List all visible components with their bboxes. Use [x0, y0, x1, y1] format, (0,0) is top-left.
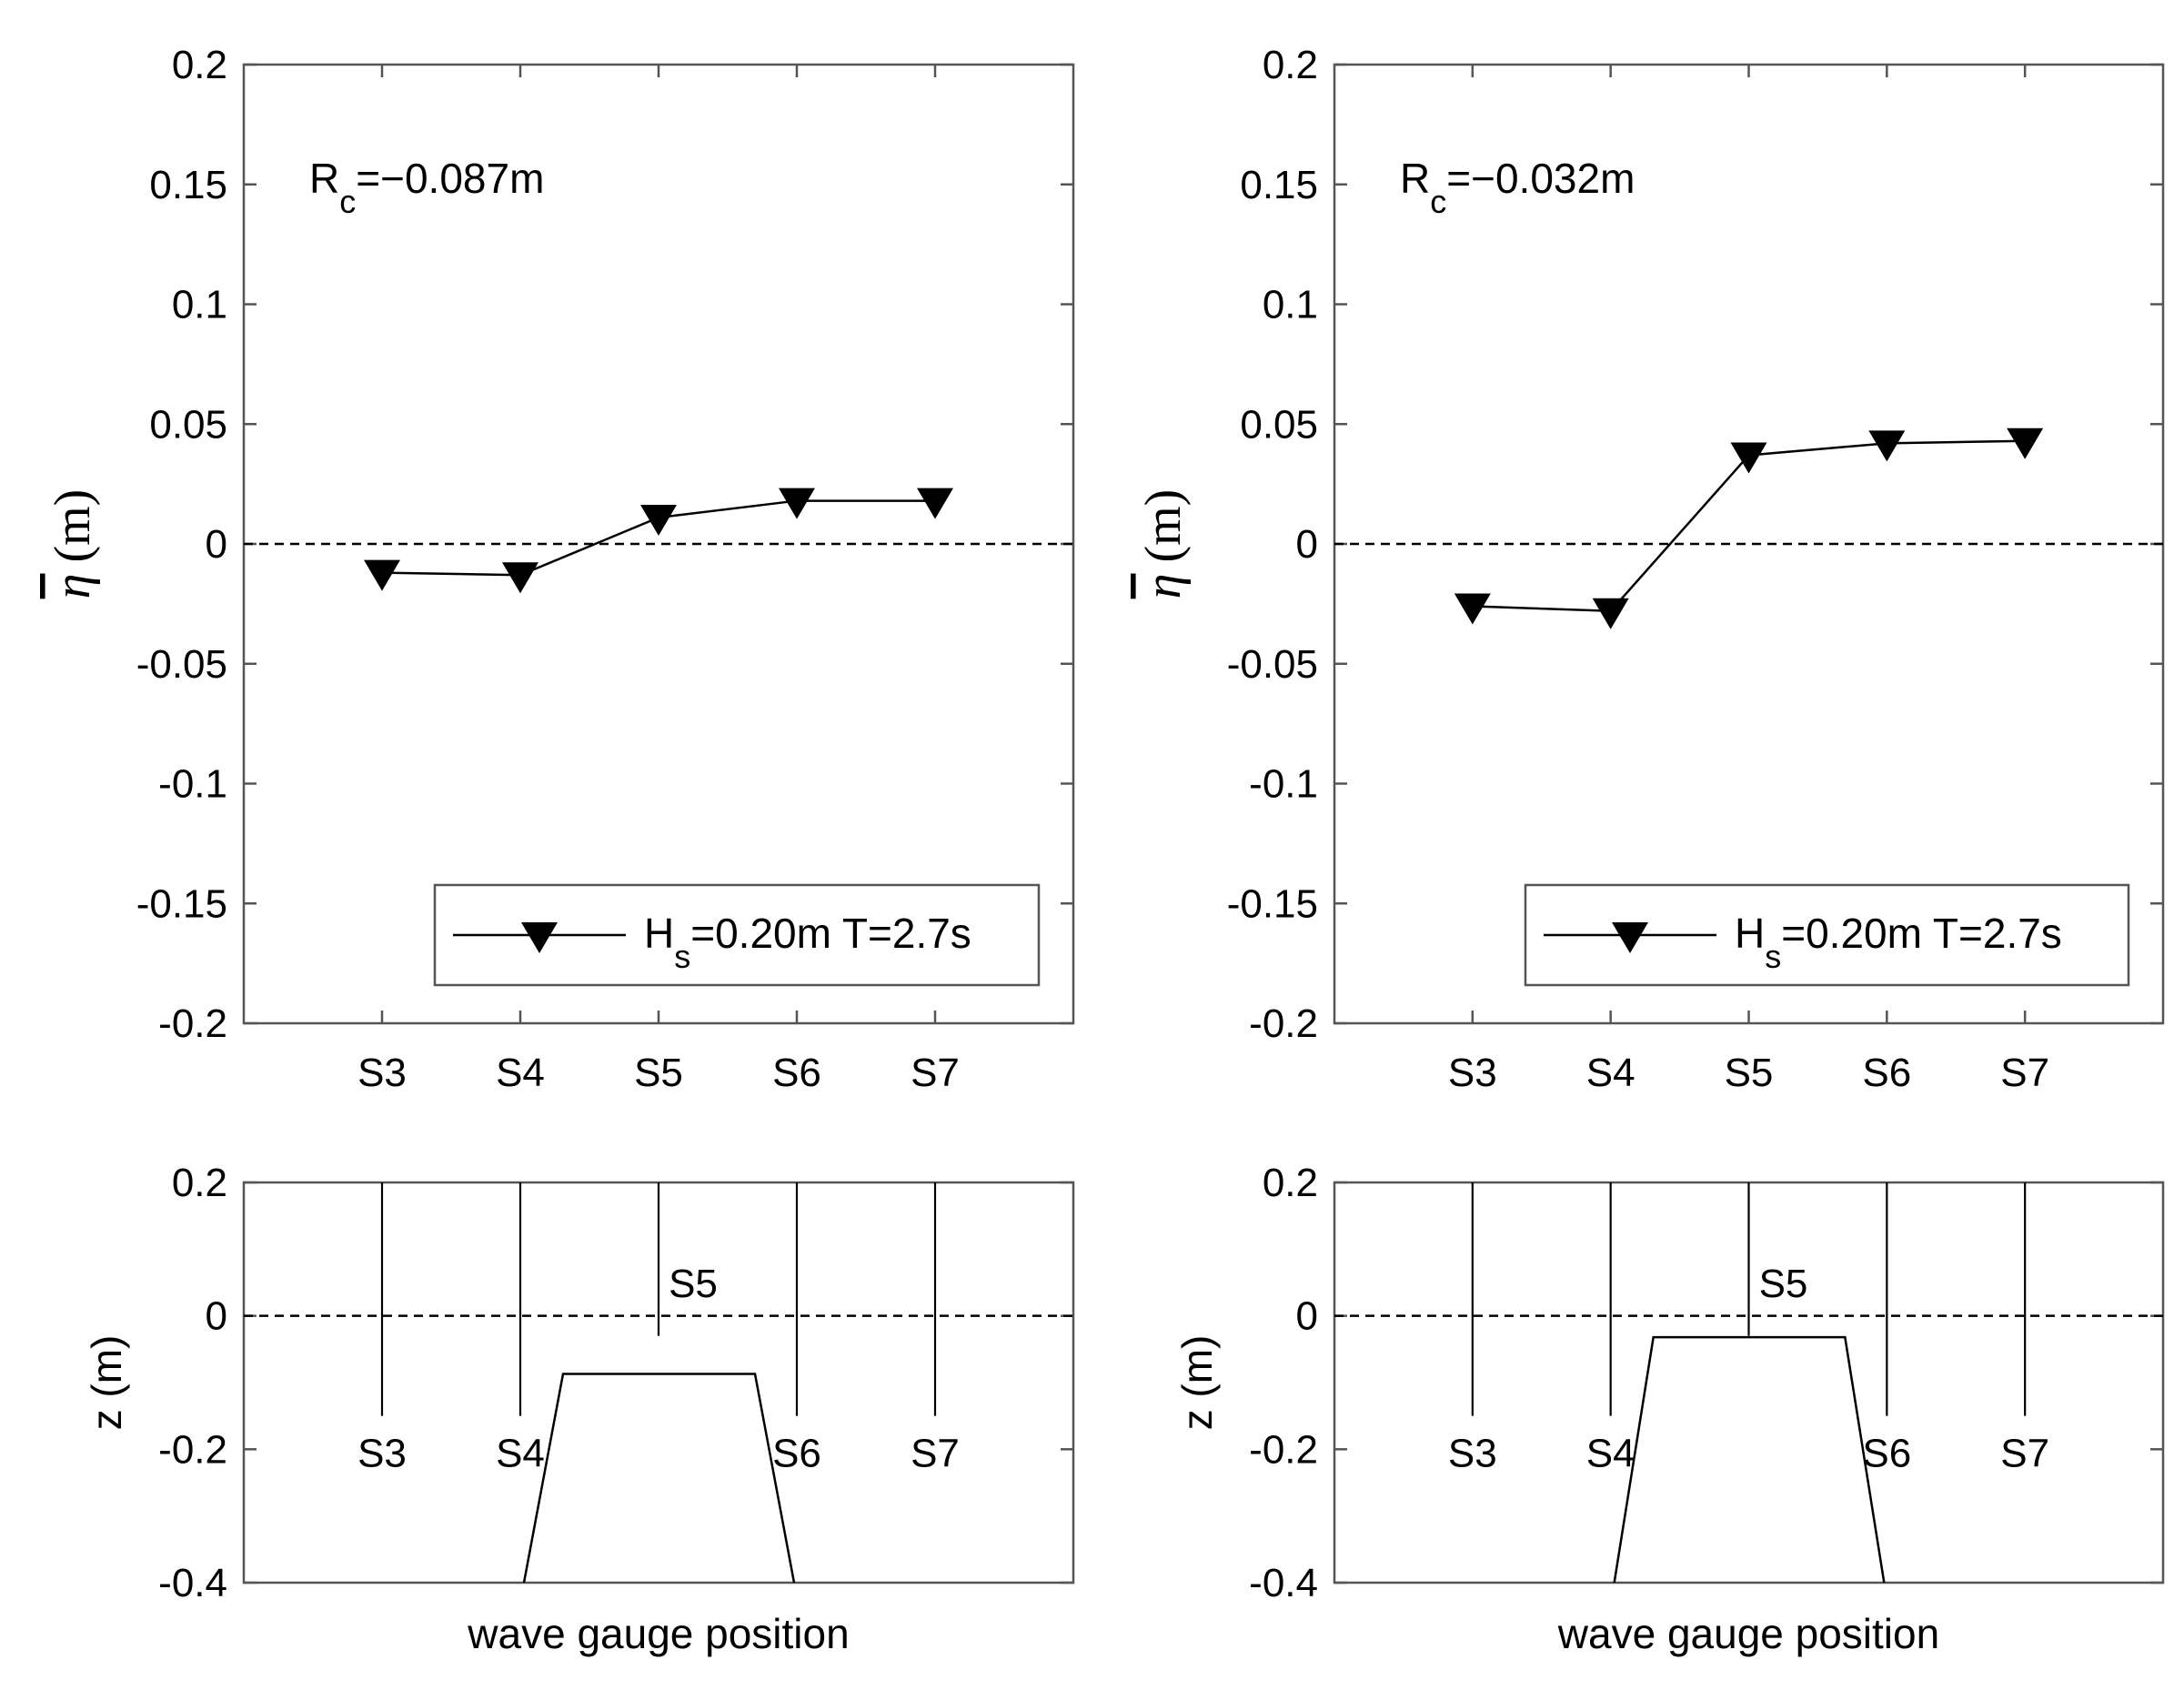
y-tick-label: -0.4 [1249, 1561, 1318, 1605]
y-tick-label: -0.2 [158, 1001, 227, 1046]
data-point-triangle [502, 562, 538, 594]
y-axis-label-unit: (m) [1135, 489, 1192, 563]
gauge-label: S4 [496, 1432, 545, 1476]
x-tick-label: S5 [634, 1051, 683, 1095]
rc-annotation-value: =−0.032m [1446, 155, 1635, 202]
legend-label-rest: =0.20m T=2.7s [690, 910, 971, 957]
gauge-label: S4 [1586, 1432, 1635, 1476]
top-panel-1: 0.2 0.15 0.1 0.05 0 -0.05 -0.1 -0.15 -0.2 S3 S4 S5 S… [45, 43, 1075, 1095]
legend-label: Hs=0.20m T=2.7s [644, 910, 971, 975]
submerged-breakwater [1613, 1335, 1886, 1584]
y-axis-label-symbol: η [1135, 574, 1192, 599]
top-panel-2: 0.2 0.15 0.1 0.05 0 -0.05 -0.1 -0.15 -0.2 S3 S4 S5 S… [1135, 43, 2165, 1095]
y-tick-label: 0 [206, 522, 227, 567]
rc-annotation-main: R [309, 155, 339, 202]
y-tick-label: -0.2 [1249, 1001, 1318, 1046]
y-axis-label: η (m) [1135, 489, 1192, 599]
y-tick-label: -0.05 [136, 642, 227, 687]
y-tick-label: -0.1 [1249, 762, 1318, 807]
gauge-label: S7 [2000, 1432, 2049, 1476]
data-point-triangle [1454, 593, 1491, 625]
y-tick-label: 0.05 [1240, 402, 1318, 447]
y-tick-label: 0 [1296, 522, 1318, 567]
rc-annotation: Rc=−0.087m [309, 155, 544, 220]
data-point-triangle [1730, 442, 1767, 474]
y-tick-label: 0.15 [149, 163, 227, 207]
y-tick-label: 0 [1296, 1294, 1318, 1339]
legend-label-sub: s [674, 938, 690, 975]
legend-marker-triangle [1612, 922, 1648, 953]
x-tick-label: S4 [1586, 1051, 1635, 1095]
data-point-triangle [917, 488, 953, 519]
rc-annotation-sub: c [339, 183, 356, 220]
rc-annotation-value: =−0.087m [356, 155, 544, 202]
y-tick-label: -0.05 [1227, 642, 1318, 687]
y-tick-label: 0.1 [172, 283, 227, 327]
legend-label-sub: s [1765, 938, 1781, 975]
x-tick-label: S3 [357, 1051, 407, 1095]
submerged-breakwater [522, 1373, 796, 1584]
x-tick-label: S3 [1448, 1051, 1497, 1095]
y-tick-label: -0.1 [158, 762, 227, 807]
gauge-label: S3 [1448, 1432, 1497, 1476]
gauge-label: S5 [1759, 1262, 1808, 1306]
x-tick-label: S5 [1725, 1051, 1774, 1095]
y-tick-label: 0.2 [172, 43, 227, 87]
gauge-label: S7 [911, 1432, 960, 1476]
y-tick-label: -0.15 [1227, 881, 1318, 926]
y-tick-label: -0.15 [136, 881, 227, 926]
gauge-label: S5 [669, 1262, 718, 1306]
gauge-label: S3 [357, 1432, 407, 1476]
y-tick-label: 0 [206, 1294, 227, 1339]
legend-label-main: H [644, 910, 674, 957]
data-point-triangle [2007, 428, 2044, 459]
gauge-label: S6 [772, 1432, 821, 1476]
y-axis-label-unit: (m) [45, 489, 101, 563]
bottom-panel-2: 0.2 0 -0.2 -0.4 S3 S4 S5 S6 S7 wave gauge positio… [1173, 1161, 2165, 1657]
rc-annotation-sub: c [1430, 183, 1446, 220]
data-point-triangle [640, 505, 677, 537]
x-axis-label: wave gauge position [467, 1610, 849, 1657]
y-tick-label: 0.15 [1240, 163, 1318, 207]
data-point-triangle [779, 488, 815, 519]
rc-annotation-main: R [1400, 155, 1430, 202]
y-axis-label: η (m) [45, 489, 101, 599]
y-tick-label: 0.2 [1263, 1161, 1318, 1205]
legend-marker-triangle [521, 922, 558, 953]
x-tick-label: S7 [2000, 1051, 2049, 1095]
data-point-triangle [1868, 430, 1906, 462]
y-tick-label: 0.1 [1263, 283, 1318, 327]
x-axis-label: wave gauge position [1557, 1610, 1939, 1657]
x-tick-label: S6 [772, 1051, 821, 1095]
rc-annotation: Rc=−0.032m [1400, 155, 1635, 220]
x-tick-label: S7 [911, 1051, 960, 1095]
y-tick-label: -0.2 [158, 1427, 227, 1472]
y-tick-label: 0.05 [149, 402, 227, 447]
y-tick-label: -0.4 [158, 1561, 227, 1605]
y-axis-label: z (m) [83, 1335, 130, 1431]
legend-label-main: H [1735, 910, 1765, 957]
y-axis-label-symbol: η [45, 574, 101, 599]
y-tick-label: -0.2 [1249, 1427, 1318, 1472]
y-axis-label: z (m) [1173, 1335, 1221, 1431]
legend-label-rest: =0.20m T=2.7s [1781, 910, 2062, 957]
gauge-label: S6 [1862, 1432, 1911, 1476]
x-tick-label: S6 [1862, 1051, 1911, 1095]
x-tick-label: S4 [496, 1051, 545, 1095]
y-tick-label: 0.2 [172, 1161, 227, 1205]
y-tick-label: 0.2 [1263, 43, 1318, 87]
data-point-triangle [364, 559, 400, 591]
data-point-triangle [1592, 598, 1629, 629]
bottom-panel-1: 0.2 0 -0.2 -0.4 S3 S4 S5 S6 S7 wave gauge positio… [83, 1161, 1075, 1657]
legend-label: Hs=0.20m T=2.7s [1735, 910, 2062, 975]
